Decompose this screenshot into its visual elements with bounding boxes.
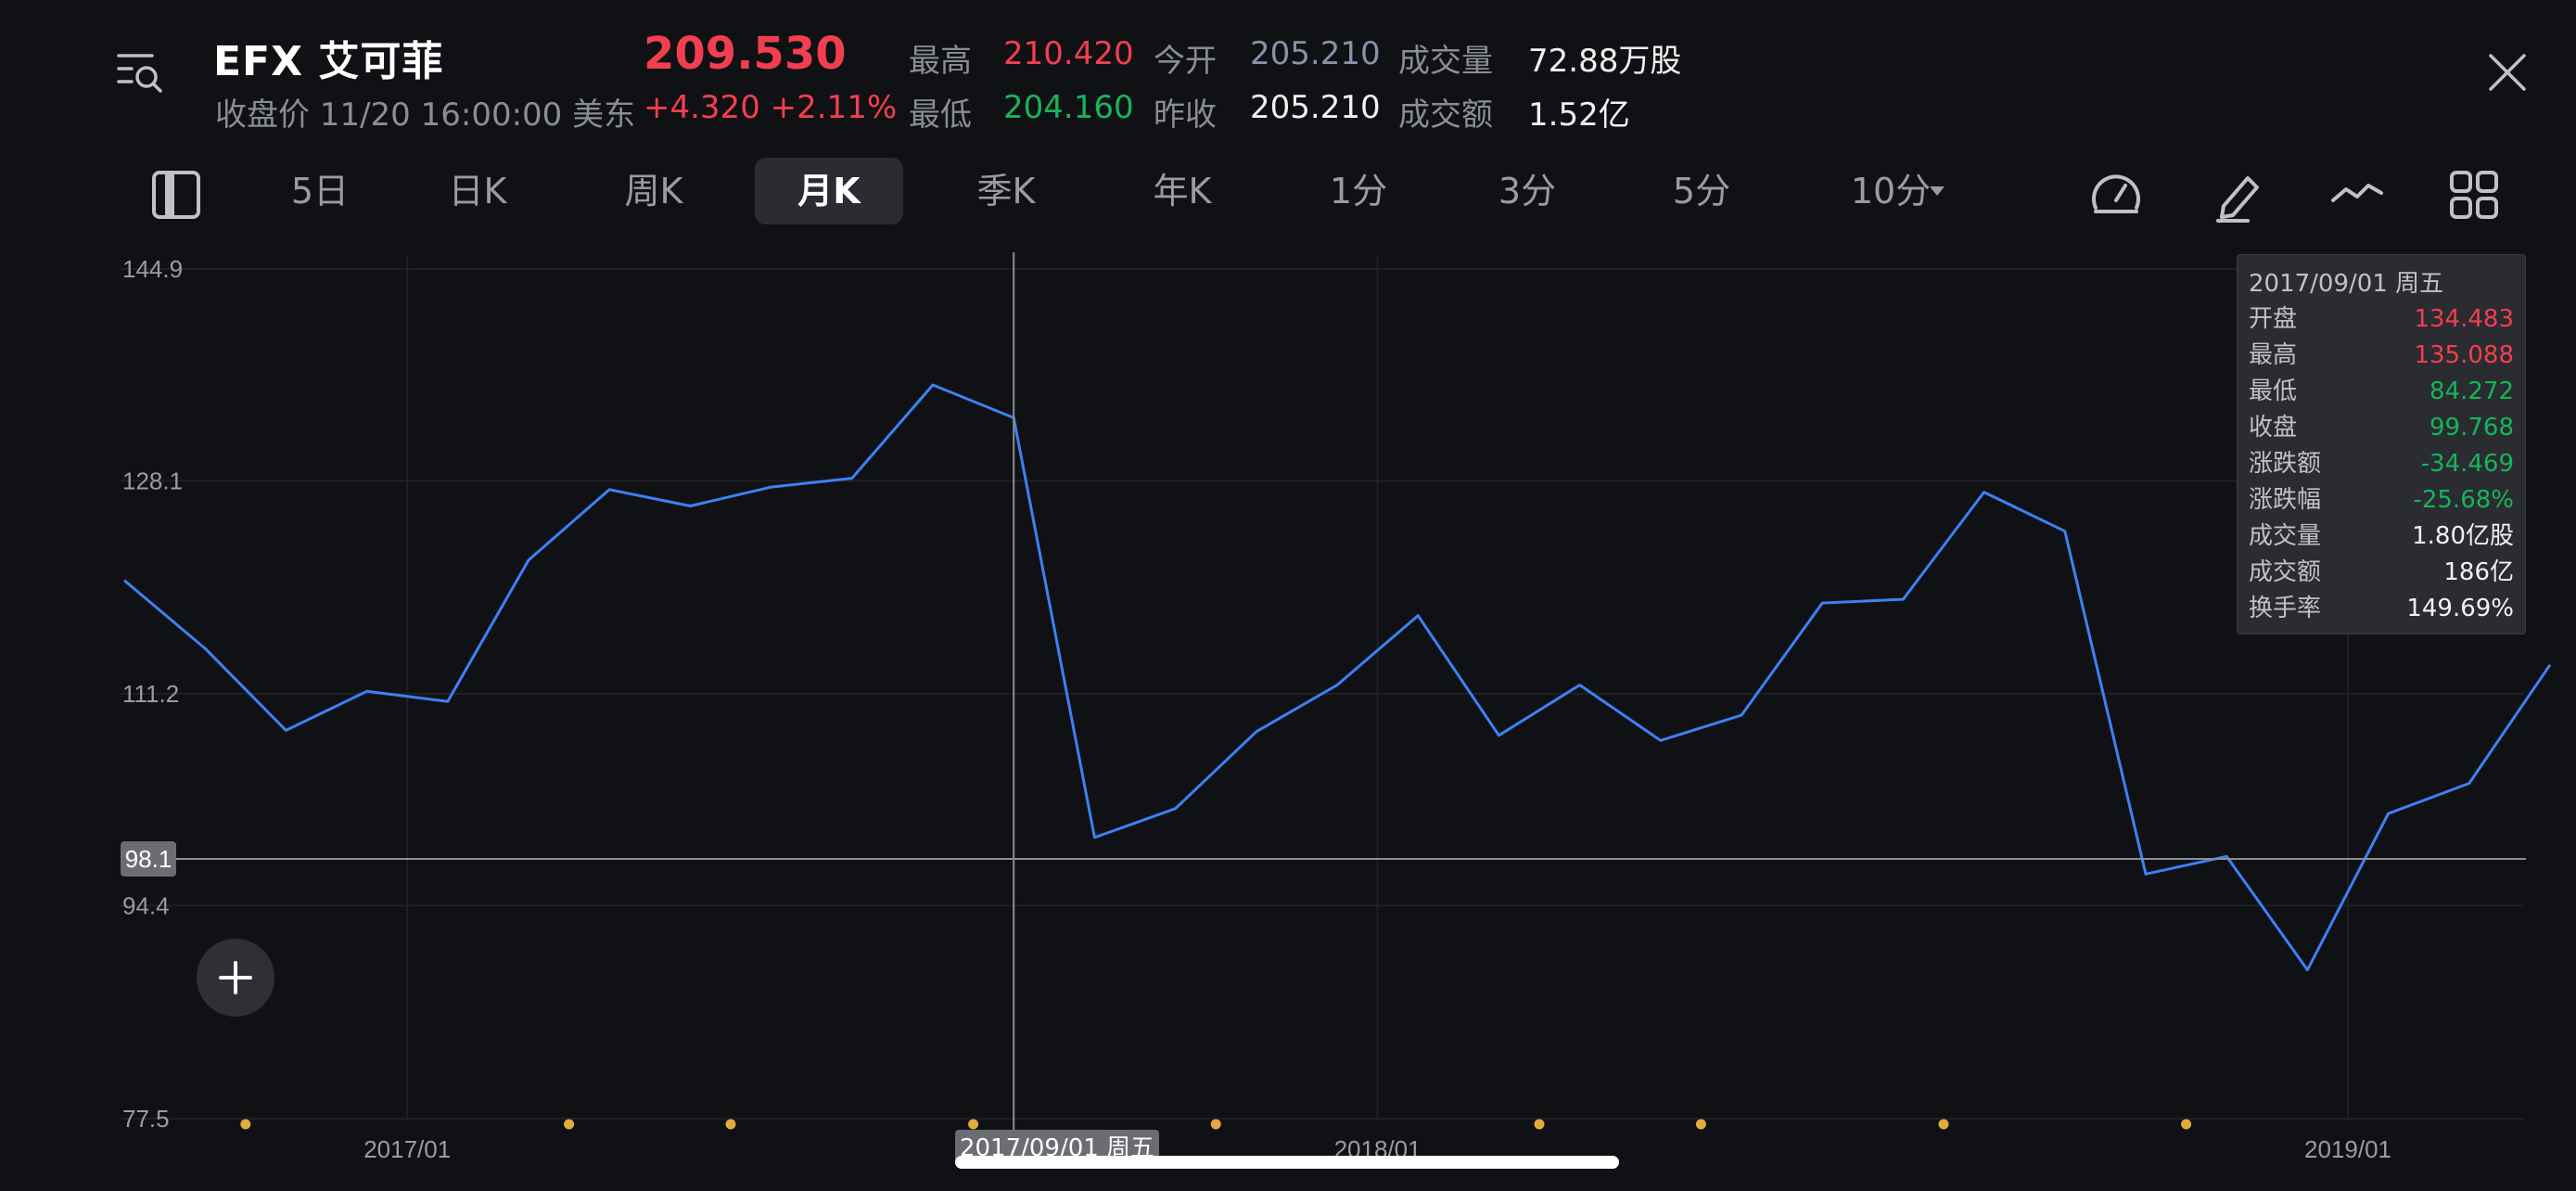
y-tick-label: 111.2: [122, 680, 179, 708]
y-tick-label: 94.4: [122, 891, 170, 919]
tooltip-row-key: 收盘: [2249, 414, 2298, 442]
tooltip-row-key: 成交额: [2249, 558, 2322, 586]
tooltip-row: 成交额 186亿: [2249, 555, 2514, 591]
plus-icon: [219, 961, 252, 994]
tooltip-row-key: 最高: [2249, 341, 2298, 369]
add-indicator-button[interactable]: [197, 939, 274, 1017]
low-value: 204.160: [1003, 89, 1134, 126]
tooltip-row-value: -34.469: [2420, 450, 2514, 478]
tooltip-date: 2017/09/01 周五: [2249, 270, 2444, 298]
tooltip-row-key: 最低: [2249, 378, 2298, 405]
tooltip-row-key: 成交量: [2249, 522, 2322, 550]
tooltip-row: 最低 84.272: [2249, 374, 2514, 410]
price-line: [123, 383, 2552, 972]
tab-week-k[interactable]: 周K: [624, 171, 683, 211]
tooltip-row-value: 186亿: [2443, 558, 2514, 586]
volume-label: 成交量: [1398, 43, 1493, 80]
low-label: 最低: [909, 96, 972, 134]
last-price: 209.530: [644, 28, 847, 80]
y-tick-label: 128.1: [122, 467, 183, 494]
tooltip-row: 涨跌额 -34.469: [2249, 446, 2514, 482]
tooltip-row-value: 135.088: [2414, 341, 2514, 369]
y-tick-label: 144.9: [122, 255, 183, 283]
layout-toggle-icon[interactable]: [147, 165, 206, 224]
event-marker: [1210, 1119, 1221, 1130]
home-indicator[interactable]: [955, 1156, 1619, 1169]
amount-value: 1.52亿: [1528, 96, 1630, 134]
prev-close-label: 昨收: [1154, 96, 1217, 134]
event-marker: [1938, 1119, 1949, 1130]
tab-10min[interactable]: 10分: [1850, 171, 1932, 211]
speedometer-icon[interactable]: [2086, 165, 2146, 224]
tab-month-k[interactable]: 月K: [755, 158, 903, 224]
tooltip-row-key: 涨跌额: [2249, 450, 2322, 478]
tab-year-k[interactable]: 年K: [1153, 171, 1212, 211]
open-label: 今开: [1154, 43, 1217, 80]
tooltip-row-key: 涨跌幅: [2249, 486, 2322, 514]
tooltip-row: 成交量 1.80亿股: [2249, 519, 2514, 555]
event-marker: [564, 1119, 575, 1130]
tab-1min[interactable]: 1分: [1329, 171, 1388, 211]
tooltip-row-value: 149.69%: [2406, 595, 2514, 622]
close-time-text: 收盘价 11/20 16:00:00 美东: [215, 96, 636, 134]
high-value: 210.420: [1003, 35, 1134, 72]
tooltip-row: 收盘 99.768: [2249, 410, 2514, 446]
tooltip-row-value: 134.483: [2414, 305, 2514, 333]
event-marker: [240, 1119, 251, 1130]
tooltip-row: 涨跌幅 -25.68%: [2249, 482, 2514, 519]
dropdown-caret-icon[interactable]: [1927, 184, 1947, 198]
event-marker: [2181, 1119, 2192, 1130]
close-icon[interactable]: [2483, 48, 2531, 96]
tooltip-row: 开盘 134.483: [2249, 301, 2514, 338]
y-tick-label: 77.5: [122, 1105, 170, 1133]
tab-day-k[interactable]: 日K: [448, 171, 507, 211]
prev-close-value: 205.210: [1250, 89, 1381, 126]
tooltip-row-key: 开盘: [2249, 305, 2298, 333]
tooltip-row-key: 换手率: [2249, 595, 2322, 622]
stock-title: EFX 艾可菲: [213, 38, 444, 85]
volume-value: 72.88万股: [1528, 43, 1682, 80]
high-label: 最高: [909, 43, 972, 80]
event-marker: [725, 1119, 736, 1130]
tab-5min[interactable]: 5分: [1672, 171, 1731, 211]
tooltip-row-value: 99.768: [2429, 414, 2514, 442]
tooltip-row: 最高 135.088: [2249, 338, 2514, 374]
x-tick-label: 2019/01: [2304, 1135, 2391, 1163]
tab-3min[interactable]: 3分: [1498, 171, 1557, 211]
price-change: +4.320 +2.11%: [644, 89, 898, 126]
amount-label: 成交额: [1398, 96, 1493, 134]
tooltip-row: 换手率 149.69%: [2249, 591, 2514, 627]
tooltip-row-value: 84.272: [2429, 378, 2514, 405]
crosshair-value-label: 98.1: [125, 845, 172, 873]
x-tick-label: 2017/01: [363, 1135, 451, 1163]
event-marker: [1534, 1119, 1545, 1130]
event-marker: [968, 1119, 979, 1130]
period-tab-bar: 5日 日K 周K 月K 季K 年K 1分 3分 5分 10分: [0, 158, 2576, 228]
tab-quarter-k[interactable]: 季K: [976, 171, 1036, 211]
pen-icon[interactable]: [2211, 165, 2270, 224]
tooltip-row-value: -25.68%: [2413, 486, 2514, 514]
open-value: 205.210: [1250, 35, 1381, 72]
ohlc-tooltip: 2017/09/01 周五 开盘 134.483 最高 135.088 最低 84.272…: [2237, 254, 2526, 634]
crosshair-value-badge: [121, 841, 176, 877]
grid-apps-icon[interactable]: [2444, 165, 2504, 224]
tab-5day[interactable]: 5日: [290, 171, 350, 211]
menu-search-icon[interactable]: [117, 48, 165, 96]
event-marker: [1695, 1119, 1706, 1130]
tooltip-row-value: 1.80亿股: [2412, 522, 2514, 550]
indicator-line-icon[interactable]: [2327, 165, 2387, 224]
